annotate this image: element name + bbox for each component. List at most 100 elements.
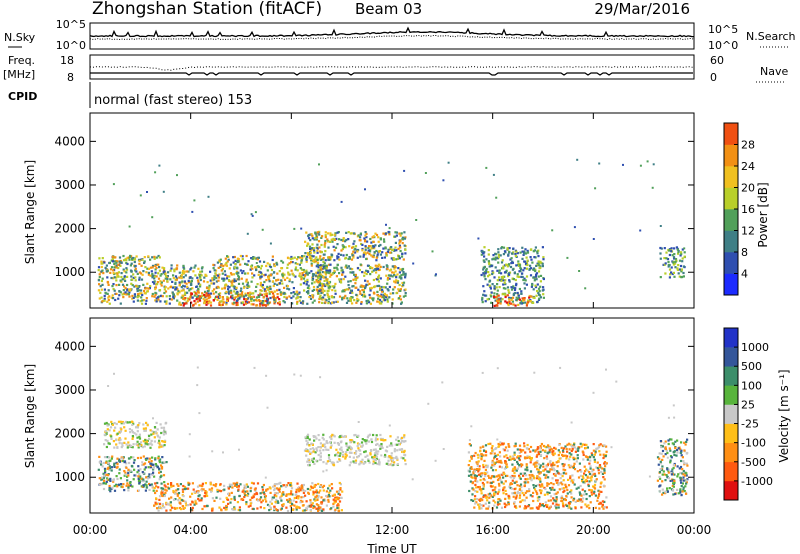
echo-cell: [337, 252, 340, 255]
echo-cell: [504, 279, 507, 282]
echo-cell: [385, 274, 388, 277]
echo-cell: [187, 481, 190, 484]
echo-cell: [182, 269, 185, 273]
echo-cell: [503, 502, 506, 505]
echo-cell: [331, 240, 334, 243]
echo-cell: [511, 300, 514, 303]
echo-cell: [510, 257, 513, 260]
echo-cell: [153, 255, 156, 258]
echo-cell: [546, 457, 549, 460]
echo-cell: [137, 424, 140, 427]
echo-cell: [400, 255, 404, 258]
echo-cell: [279, 481, 282, 484]
echo-cell: [104, 266, 107, 269]
echo-cell: [154, 264, 157, 268]
echo-cell: [310, 264, 313, 267]
echo-cell: [142, 463, 145, 466]
date-label: 29/Mar/2016: [594, 0, 690, 18]
echo-cell: [103, 299, 106, 302]
echo-cell: [340, 238, 343, 242]
echo-cell: [673, 473, 676, 476]
echo-cell: [154, 482, 157, 485]
echo-cell: [487, 297, 491, 301]
echo-cell: [510, 288, 514, 291]
echo-cell: [107, 474, 110, 477]
echo-cell: [233, 495, 236, 498]
echo-cell: [304, 252, 307, 255]
echo-cell: [397, 288, 400, 291]
echo-cell: [104, 291, 107, 294]
echo-cell: [519, 500, 522, 504]
echo-cell: [132, 276, 135, 279]
echo-cell: [189, 296, 192, 299]
echo-cell: [276, 492, 279, 495]
echo-cell: [290, 487, 294, 490]
echo-cell: [140, 289, 143, 292]
echo-cell: [242, 295, 246, 298]
echo-cell: [508, 273, 511, 276]
echo-cell: [268, 509, 271, 512]
echo-cell: [285, 484, 289, 487]
echo-cell: [158, 269, 161, 272]
echo-cell: [227, 486, 230, 489]
echo-cell: [273, 505, 276, 508]
echo-cell: [527, 481, 530, 484]
echo-cell: [112, 440, 115, 443]
echo-cell: [290, 502, 294, 505]
echo-cell: [156, 296, 159, 299]
echo-cell: [176, 483, 179, 486]
echo-cell: [489, 442, 492, 445]
echo-cell: [371, 266, 374, 270]
echo-cell: [332, 502, 335, 505]
echo-cell: [481, 445, 485, 448]
echo-cell: [244, 300, 247, 303]
echo-cell: [366, 251, 369, 254]
echo-cell: [180, 274, 183, 277]
echo-cell: [499, 499, 502, 502]
echo-cell: [230, 483, 233, 486]
echo-cell: [601, 505, 604, 508]
echo-cell: [154, 271, 157, 274]
echo-cell: [467, 464, 470, 467]
echo-cell: [569, 455, 572, 458]
echo-cell: [320, 250, 323, 254]
echo-cell: [191, 492, 194, 495]
echo-cell: [683, 441, 686, 444]
echo-cell: [517, 455, 520, 458]
echo-cell: [113, 464, 116, 467]
echo-cell: [303, 449, 307, 452]
echo-cell: [535, 455, 538, 458]
echo-cell: [160, 273, 163, 276]
echo-cell: [239, 294, 242, 297]
echo-cell: [315, 238, 318, 241]
echo-cell: [477, 456, 480, 459]
echo-cell: [479, 473, 482, 476]
echo-cell: [541, 449, 544, 452]
echo-cell: [197, 297, 200, 300]
echo-cell: [312, 457, 315, 460]
echo-cell: [183, 488, 186, 491]
echo-cell: [473, 468, 476, 471]
echo-cell: [107, 298, 110, 302]
echo-cell: [474, 477, 477, 480]
echo-cell: [493, 464, 496, 467]
echo-cell: [297, 256, 300, 259]
echo-cell: [388, 227, 391, 230]
echo-cell: [399, 288, 402, 291]
echo-cell: [265, 279, 268, 282]
echo-cell: [553, 499, 556, 502]
echo-cell: [503, 467, 506, 470]
echo-cell: [220, 304, 223, 307]
echo-cell: [364, 253, 367, 256]
echo-cell: [319, 455, 322, 458]
echo-cell: [550, 463, 553, 466]
echo-cell: [349, 232, 352, 235]
echo-cell: [335, 300, 338, 303]
echo-cell: [138, 480, 141, 483]
echo-cell: [592, 468, 595, 471]
echo-cell: [156, 434, 159, 437]
echo-cell: [158, 439, 161, 442]
echo-cell: [156, 466, 159, 469]
echo-cell: [259, 496, 263, 499]
echo-cell: [580, 494, 583, 497]
